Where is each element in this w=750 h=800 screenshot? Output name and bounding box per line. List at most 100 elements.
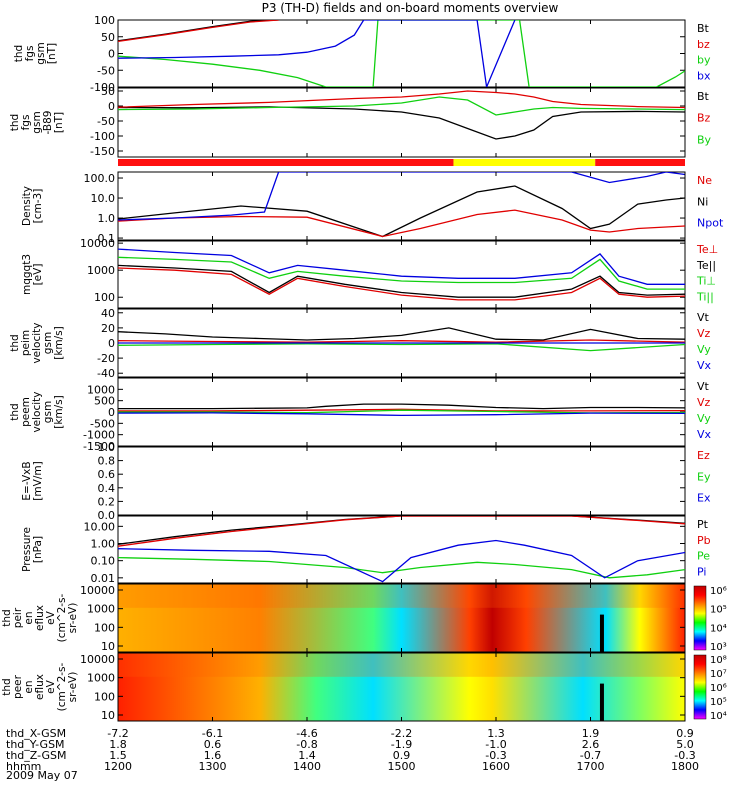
x-axis-value: -0.3 [674, 749, 695, 762]
y-axis-label: peem [20, 397, 32, 427]
panel-pressure: 10.00 1.00 0.10 0.01 Pressure [nPa] Pt Pb Pe Pi [21, 515, 711, 585]
y-tick-label: 10 [101, 709, 115, 722]
y-axis-label: thd [9, 403, 21, 420]
series-group [118, 248, 685, 301]
y-tick-label: 0 [108, 337, 115, 350]
region-segment [118, 159, 454, 166]
legend-entry: Vy [697, 343, 711, 356]
series-line [118, 209, 685, 238]
spectrogram-gap [599, 683, 604, 721]
panel-fgs: 100 50 0 -50 -100 thd fgs gsm [nT] Bt bz by bx [13, 14, 711, 94]
x-axis-value: -1.9 [391, 738, 412, 751]
x-axis-value: 1500 [388, 760, 416, 773]
x-axis-value: 5.0 [676, 738, 694, 751]
legend-entry: Ni [697, 195, 708, 208]
y-axis-label: eV [45, 610, 57, 624]
x-axis-value: 1.4 [298, 749, 316, 762]
series-group [118, 172, 685, 238]
x-axis-value: 2.6 [582, 738, 600, 751]
y-tick-label: 0 [108, 406, 115, 419]
colorbar-tick-label: 10⁴ [710, 711, 727, 722]
panel-density: 100.0 10.0 1.0 0.1 Density [cm-3] Ne Ni Npot [21, 171, 724, 245]
y-tick-label: 0 [108, 100, 115, 113]
y-tick-label: 100 [94, 291, 115, 304]
date-label: 2009 May 07 [6, 769, 78, 782]
y-axis-label: [nPa] [32, 536, 44, 563]
series-line [118, 539, 685, 583]
legend-entry: Pe [697, 550, 710, 563]
series-line [118, 20, 685, 87]
legend-entry: Pb [697, 534, 711, 547]
series-line [118, 516, 685, 545]
legend-entry: Vz [697, 396, 711, 409]
y-tick-label: 1.00 [91, 538, 116, 551]
y-tick-label: 100 [94, 621, 115, 634]
legend-entry: bz [697, 38, 710, 51]
x-axis-value: -2.2 [391, 727, 412, 740]
x-axis-value: -1.0 [485, 738, 506, 751]
series-group [118, 90, 685, 140]
series-line [118, 185, 685, 238]
legend-entry: Te⊥ [696, 243, 718, 256]
y-tick-label: 1000 [87, 603, 115, 616]
y-axis-label: [nT] [53, 112, 65, 133]
panel-frame [117, 446, 686, 516]
y-axis-label: sr-eV) [67, 672, 79, 703]
y-axis-label: thd [1, 609, 13, 626]
y-axis-label: gsm [31, 111, 43, 133]
y-axis-label: en [23, 611, 35, 624]
y-axis-label: peer [12, 674, 24, 699]
y-tick-label: 0.2 [98, 495, 116, 508]
legend-entry: Bz [697, 112, 711, 125]
colorbar [693, 654, 707, 720]
y-tick-label: 10000 [80, 584, 115, 597]
y-tick-label: 0.10 [91, 555, 116, 568]
y-tick-label: -1000 [83, 429, 115, 442]
y-axis-label: [eV] [32, 264, 44, 286]
y-axis-label: [km/s] [53, 326, 65, 360]
series-line [118, 96, 685, 116]
y-tick-label: 0.4 [98, 482, 116, 495]
y-axis-label: eflux [34, 674, 46, 700]
x-axis-value: 1800 [671, 760, 699, 773]
x-axis-row-name: thd_Y-GSM [6, 738, 65, 751]
series-group [118, 327, 685, 352]
y-axis-label: Density [21, 186, 33, 226]
colorbar-tick-label: 10⁷ [710, 669, 727, 680]
panel-frame [117, 19, 686, 88]
y-axis-label: (cm^2-s- [56, 593, 68, 642]
y-axis-label: velocity [31, 322, 43, 363]
legend-entry: Vz [697, 327, 711, 340]
panel-efield: 1.00.80.60.40.20.0 E=-VxB [mV/m] Ez Ey Ex [21, 441, 711, 522]
y-tick-label: 0.1 [98, 232, 116, 245]
colorbar-tick-label: 10⁶ [710, 586, 727, 597]
panel-temperature: 10000 1000 100 mqgqt3 [eV] Te⊥ Te|| Ti⊥ Ti|| [21, 237, 718, 309]
y-axis-label: en [23, 680, 35, 693]
x-axis-value: 0.9 [676, 727, 694, 740]
legend-entry: Ti⊥ [696, 275, 716, 288]
x-axis-value: 1300 [199, 760, 227, 773]
panel-region_bar [118, 159, 685, 166]
spectrogram-image [118, 653, 685, 721]
y-axis-label: velocity [31, 391, 43, 432]
y-tick-label: 500 [94, 395, 115, 408]
y-axis-label: thd [9, 334, 21, 351]
panel-peer_spectrogram: 10⁸ 10⁷ 10⁶ 10⁵ 10⁴ 10000 1000 100 10 thd peer en ef… [1, 652, 727, 722]
x-axis-value: 1.8 [109, 738, 127, 751]
x-axis-value: 1200 [104, 760, 132, 773]
colorbar [693, 585, 707, 651]
x-axis-row-name: thd_X-GSM [6, 727, 66, 740]
y-tick-label: 0.0 [98, 509, 116, 522]
series-line [118, 408, 685, 412]
y-axis-label: gsm [35, 42, 47, 64]
x-axis-value: 1600 [482, 760, 510, 773]
panel-frame [117, 515, 686, 584]
legend-entry: Bt [697, 22, 710, 35]
legend-entry: Vx [697, 428, 712, 441]
series-line [118, 412, 685, 417]
x-axis-value: -0.8 [296, 738, 317, 751]
region-segment [595, 159, 685, 166]
y-axis-label: fgs [20, 115, 32, 131]
y-tick-label: -100 [90, 130, 115, 143]
y-axis-label: Pressure [21, 527, 33, 572]
